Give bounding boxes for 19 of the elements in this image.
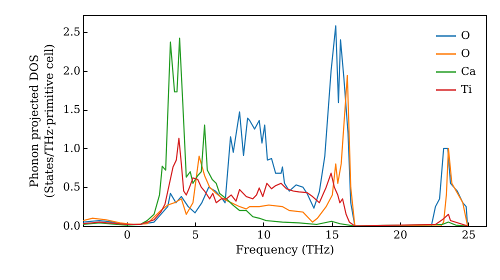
y-axis-title: Phonon projected DOS (States/THz·primitive cell) bbox=[27, 44, 56, 198]
x-axis-title: Frequency (THz) bbox=[236, 242, 334, 256]
y-tick-label: 0.5 bbox=[63, 180, 80, 194]
x-tick-label: 15 bbox=[325, 228, 340, 242]
x-tick-label: 5 bbox=[192, 228, 200, 242]
line-series bbox=[83, 138, 468, 226]
legend-label: O bbox=[461, 29, 470, 42]
legend-label: Ca bbox=[461, 65, 476, 78]
legend-label: O bbox=[461, 47, 470, 60]
y-tick-label: 2.0 bbox=[63, 64, 80, 78]
x-tick-label: 25 bbox=[462, 228, 476, 242]
y-tick-label: 1.5 bbox=[63, 103, 80, 116]
x-tick-label: 20 bbox=[393, 228, 408, 242]
y-tick-label: 0.0 bbox=[63, 220, 80, 232]
y-tick-label: 1.0 bbox=[63, 142, 80, 155]
x-tick-label: 0 bbox=[124, 228, 131, 242]
legend-label: Ti bbox=[461, 83, 472, 96]
y-tick-label: 2.5 bbox=[63, 26, 80, 39]
x-tick-label: 10 bbox=[256, 228, 271, 242]
